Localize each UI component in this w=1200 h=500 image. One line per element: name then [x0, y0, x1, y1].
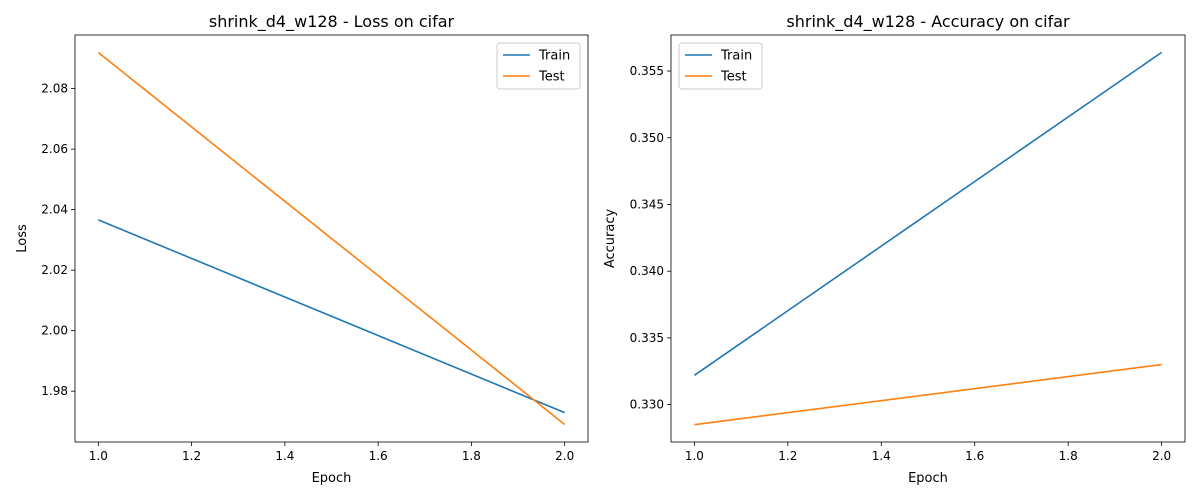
- x-tick-label: 1.2: [778, 449, 797, 463]
- y-axis-label: Accuracy: [603, 209, 618, 269]
- chart-title: shrink_d4_w128 - Loss on cifar: [209, 12, 455, 32]
- x-axis-label: Epoch: [908, 471, 948, 486]
- y-tick-label: 2.04: [41, 203, 68, 217]
- y-tick-label: 1.98: [41, 384, 68, 398]
- y-tick-label: 2.06: [41, 142, 68, 156]
- x-tick-label: 2.0: [555, 449, 574, 463]
- legend-label-train: Train: [720, 49, 752, 64]
- y-tick-label: 0.335: [630, 331, 664, 345]
- y-tick-label: 2.08: [41, 82, 68, 96]
- series-line-train: [98, 219, 565, 414]
- series-line-test: [97, 51, 566, 426]
- x-tick-label: 1.0: [685, 449, 704, 463]
- legend-label-test: Test: [720, 70, 747, 85]
- chart-panel-1: shrink_d4_w128 - Loss on cifar 1.0 1.2 1.4 1…: [15, 12, 589, 486]
- y-axis-label: Loss: [15, 224, 30, 253]
- x-tick-label: 1.4: [872, 449, 891, 463]
- legend: Train Test: [678, 42, 763, 90]
- y-tick-label: 0.330: [630, 398, 664, 412]
- x-tick-label: 1.6: [369, 449, 388, 463]
- x-tick-label: 1.8: [1059, 449, 1078, 463]
- chart-panel-2: shrink_d4_w128 - Accuracy on cifar 1.0 1.2…: [603, 12, 1186, 486]
- plot-frame: [74, 34, 589, 443]
- y-tick-label: 0.345: [630, 197, 664, 211]
- plot-frame: [670, 34, 1186, 443]
- chart-title: shrink_d4_w128 - Accuracy on cifar: [786, 12, 1070, 32]
- series-line-train: [693, 51, 1163, 376]
- x-tick-label: 1.6: [965, 449, 984, 463]
- legend-label-test: Test: [538, 70, 565, 85]
- y-tick-label: 2.00: [41, 324, 68, 338]
- y-tick-label: 0.350: [630, 131, 664, 145]
- x-tick-label: 1.4: [275, 449, 294, 463]
- x-tick-label: 1.2: [182, 449, 201, 463]
- x-tick-label: 1.0: [89, 449, 108, 463]
- x-tick-label: 2.0: [1152, 449, 1171, 463]
- legend: Train Test: [496, 42, 581, 90]
- x-axis-label: Epoch: [312, 471, 352, 486]
- y-tick-label: 0.340: [630, 264, 664, 278]
- y-tick-label: 0.355: [630, 64, 664, 78]
- x-tick-label: 1.8: [462, 449, 481, 463]
- series-line-test: [694, 363, 1162, 426]
- legend-label-train: Train: [538, 49, 570, 64]
- y-tick-label: 2.02: [41, 263, 68, 277]
